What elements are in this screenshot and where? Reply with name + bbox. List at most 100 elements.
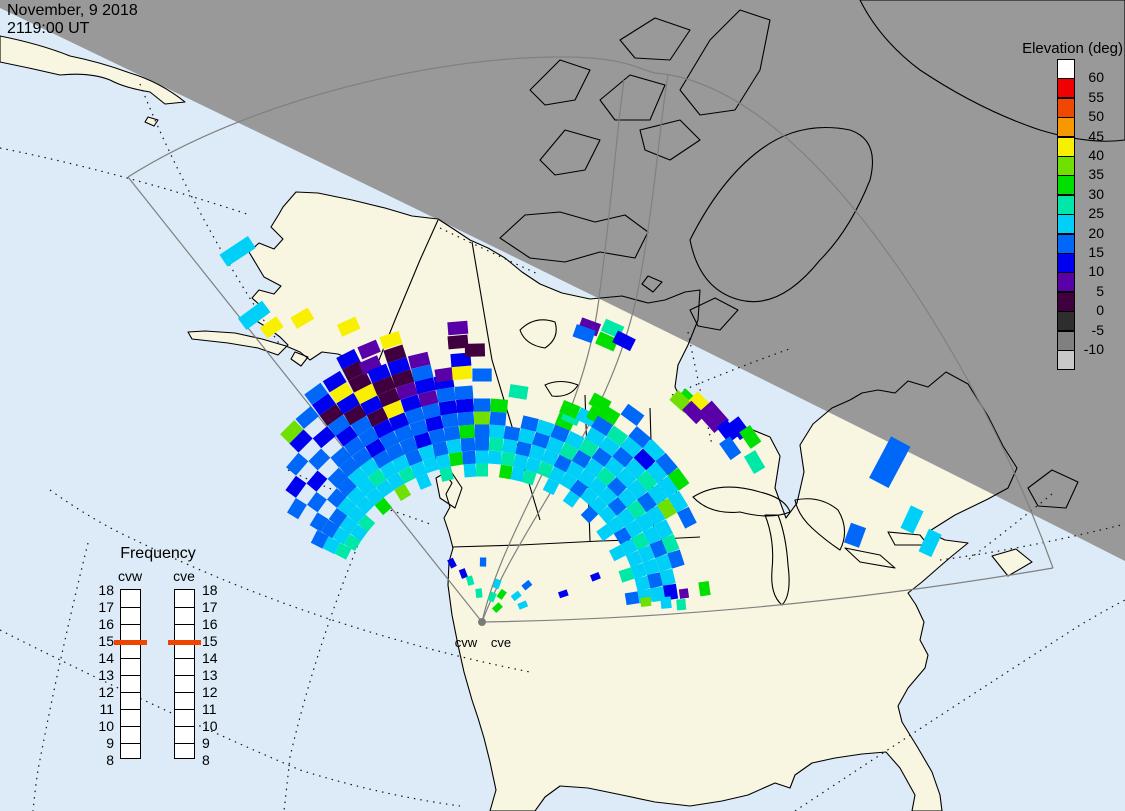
echo-cell [447, 334, 469, 350]
echo-cell [399, 436, 419, 455]
night-terminator [0, 0, 1125, 561]
echo-cell [350, 415, 373, 437]
echo-cell [336, 392, 361, 415]
echo-cell [280, 420, 304, 444]
echo-cell [428, 428, 447, 445]
echo-cell [496, 588, 507, 600]
frequency-tick-label: 18 [202, 582, 218, 598]
echo-cell [608, 544, 626, 562]
frequency-tick-label: 15 [202, 633, 218, 649]
site-label-cvw: cvw [454, 635, 478, 650]
echo-cell [474, 424, 490, 438]
echo-cell [343, 404, 367, 426]
frequency-scale-tick [175, 624, 194, 625]
echo-cell [307, 491, 327, 513]
legend-color-box [1057, 311, 1075, 332]
echo-cell [414, 377, 437, 395]
echo-cell [655, 553, 673, 573]
echo-cell [310, 530, 329, 549]
echo-cell [597, 404, 621, 426]
echo-cell [394, 424, 414, 443]
echo-cell [524, 456, 542, 474]
frequency-panel-title: Frequency [120, 545, 196, 562]
echo-cell [657, 475, 679, 498]
frequency-scale-tick [175, 675, 194, 676]
echo-cell [374, 497, 393, 516]
frequency-tick-label: 17 [202, 599, 218, 615]
echo-cell [646, 505, 666, 526]
echo-cell [488, 437, 504, 452]
frequency-tick-label: 13 [98, 667, 114, 683]
echo-cell [395, 381, 418, 401]
echo-cell [372, 419, 394, 439]
echo-cell [682, 400, 706, 425]
echo-cell [636, 470, 658, 492]
frequency-tick-label: 13 [202, 667, 218, 683]
echo-cell [359, 457, 380, 478]
echo-cell [436, 386, 456, 403]
echo-cell [743, 450, 766, 475]
frequency-tick-label: 9 [106, 735, 114, 751]
echo-cell [347, 505, 366, 524]
echo-cell [569, 479, 588, 498]
echo-cell [358, 355, 383, 376]
frequency-tick-label: 11 [202, 701, 217, 717]
echo-cell [660, 596, 672, 609]
echo-cell [918, 528, 942, 558]
echo-cell [492, 578, 502, 590]
echo-cell [501, 438, 518, 454]
legend-tick-label: -10 [1083, 341, 1104, 357]
echo-cell [487, 591, 497, 603]
echo-cell [367, 363, 391, 384]
echo-cell [512, 453, 529, 470]
echo-cell [490, 398, 508, 413]
echo-cell [508, 384, 529, 400]
echo-cell [473, 398, 491, 412]
echo-cell [620, 403, 645, 427]
echo-cell [503, 425, 521, 441]
echo-cell [624, 591, 640, 606]
echo-cell [335, 425, 358, 447]
echo-cell [521, 469, 537, 486]
echo-cell [491, 602, 503, 614]
echo-cell [376, 479, 395, 498]
legend-tick-label: 20 [1088, 224, 1104, 241]
frequency-marker-cve [168, 639, 201, 645]
frequency-tick-label: 12 [98, 684, 114, 700]
legend-color-box [1057, 272, 1075, 293]
echo-cell [286, 452, 309, 476]
legend-tick-label: 45 [1088, 127, 1104, 144]
echo-cell [346, 486, 366, 506]
echo-cell [637, 491, 657, 513]
echo-cell [642, 438, 666, 462]
echo-cell [542, 478, 560, 496]
echo-cell [647, 483, 668, 506]
echo-cell [332, 526, 351, 545]
echo-cell [339, 515, 358, 534]
echo-cell [536, 461, 554, 479]
echo-cell [328, 507, 348, 527]
echo-cell [357, 514, 376, 533]
echo-cell [438, 399, 458, 416]
legend-color-box [1057, 291, 1075, 312]
frequency-scale-tick [175, 726, 194, 727]
echo-cell [365, 487, 384, 506]
echo-cell [447, 320, 469, 336]
echo-cell [448, 451, 464, 467]
echo-cell [900, 505, 924, 534]
echo-cell [366, 407, 389, 427]
echo-cell [515, 440, 532, 457]
echo-cell [531, 431, 551, 449]
echo-cell [607, 477, 627, 497]
echo-cell [358, 427, 380, 447]
echo-cell [458, 568, 468, 579]
echo-cell [488, 450, 502, 465]
frequency-column-label-cvw: cvw [117, 568, 143, 584]
echo-cell [521, 579, 533, 591]
echo-cell [616, 507, 636, 527]
frequency-scale-tick [121, 743, 140, 744]
legend-color-box [1057, 117, 1075, 138]
frequency-tick-label: 18 [98, 582, 114, 598]
frequency-scale-tick [121, 675, 140, 676]
